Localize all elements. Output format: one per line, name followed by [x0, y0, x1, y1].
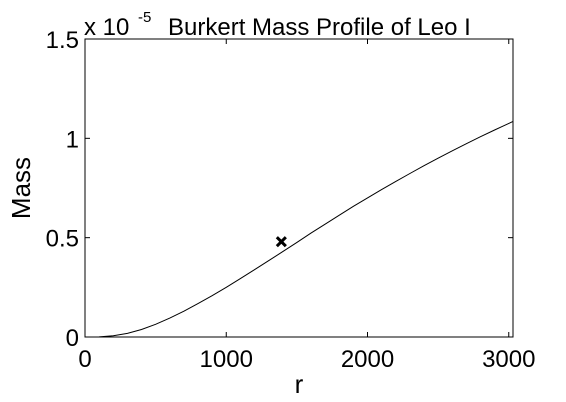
y-tick-label: 1.5	[46, 27, 79, 54]
chart-title: Burkert Mass Profile of Leo I	[168, 14, 471, 41]
y-multiplier-base: x 10	[84, 14, 129, 41]
mass-profile-line	[84, 120, 514, 338]
y-axis-ticks: 0 0.5 1 1.5	[46, 27, 513, 352]
data-marker-x	[275, 236, 287, 248]
plot-area	[84, 38, 514, 338]
y-tick-label: 0	[66, 325, 79, 352]
x-tick-label: 0	[78, 346, 91, 373]
x-tick-label: 3000	[482, 346, 535, 373]
x-tick-label: 2000	[341, 346, 394, 373]
marker-stroke	[275, 236, 287, 248]
y-axis-label: Mass	[6, 157, 36, 219]
x-axis-ticks: 0 1000 2000 3000	[78, 39, 535, 373]
y-multiplier-exponent: -5	[138, 9, 151, 26]
x-axis-label: r	[295, 369, 304, 399]
y-tick-label: 0.5	[46, 226, 79, 253]
y-tick-label: 1	[66, 126, 79, 153]
x-tick-label: 1000	[200, 346, 253, 373]
